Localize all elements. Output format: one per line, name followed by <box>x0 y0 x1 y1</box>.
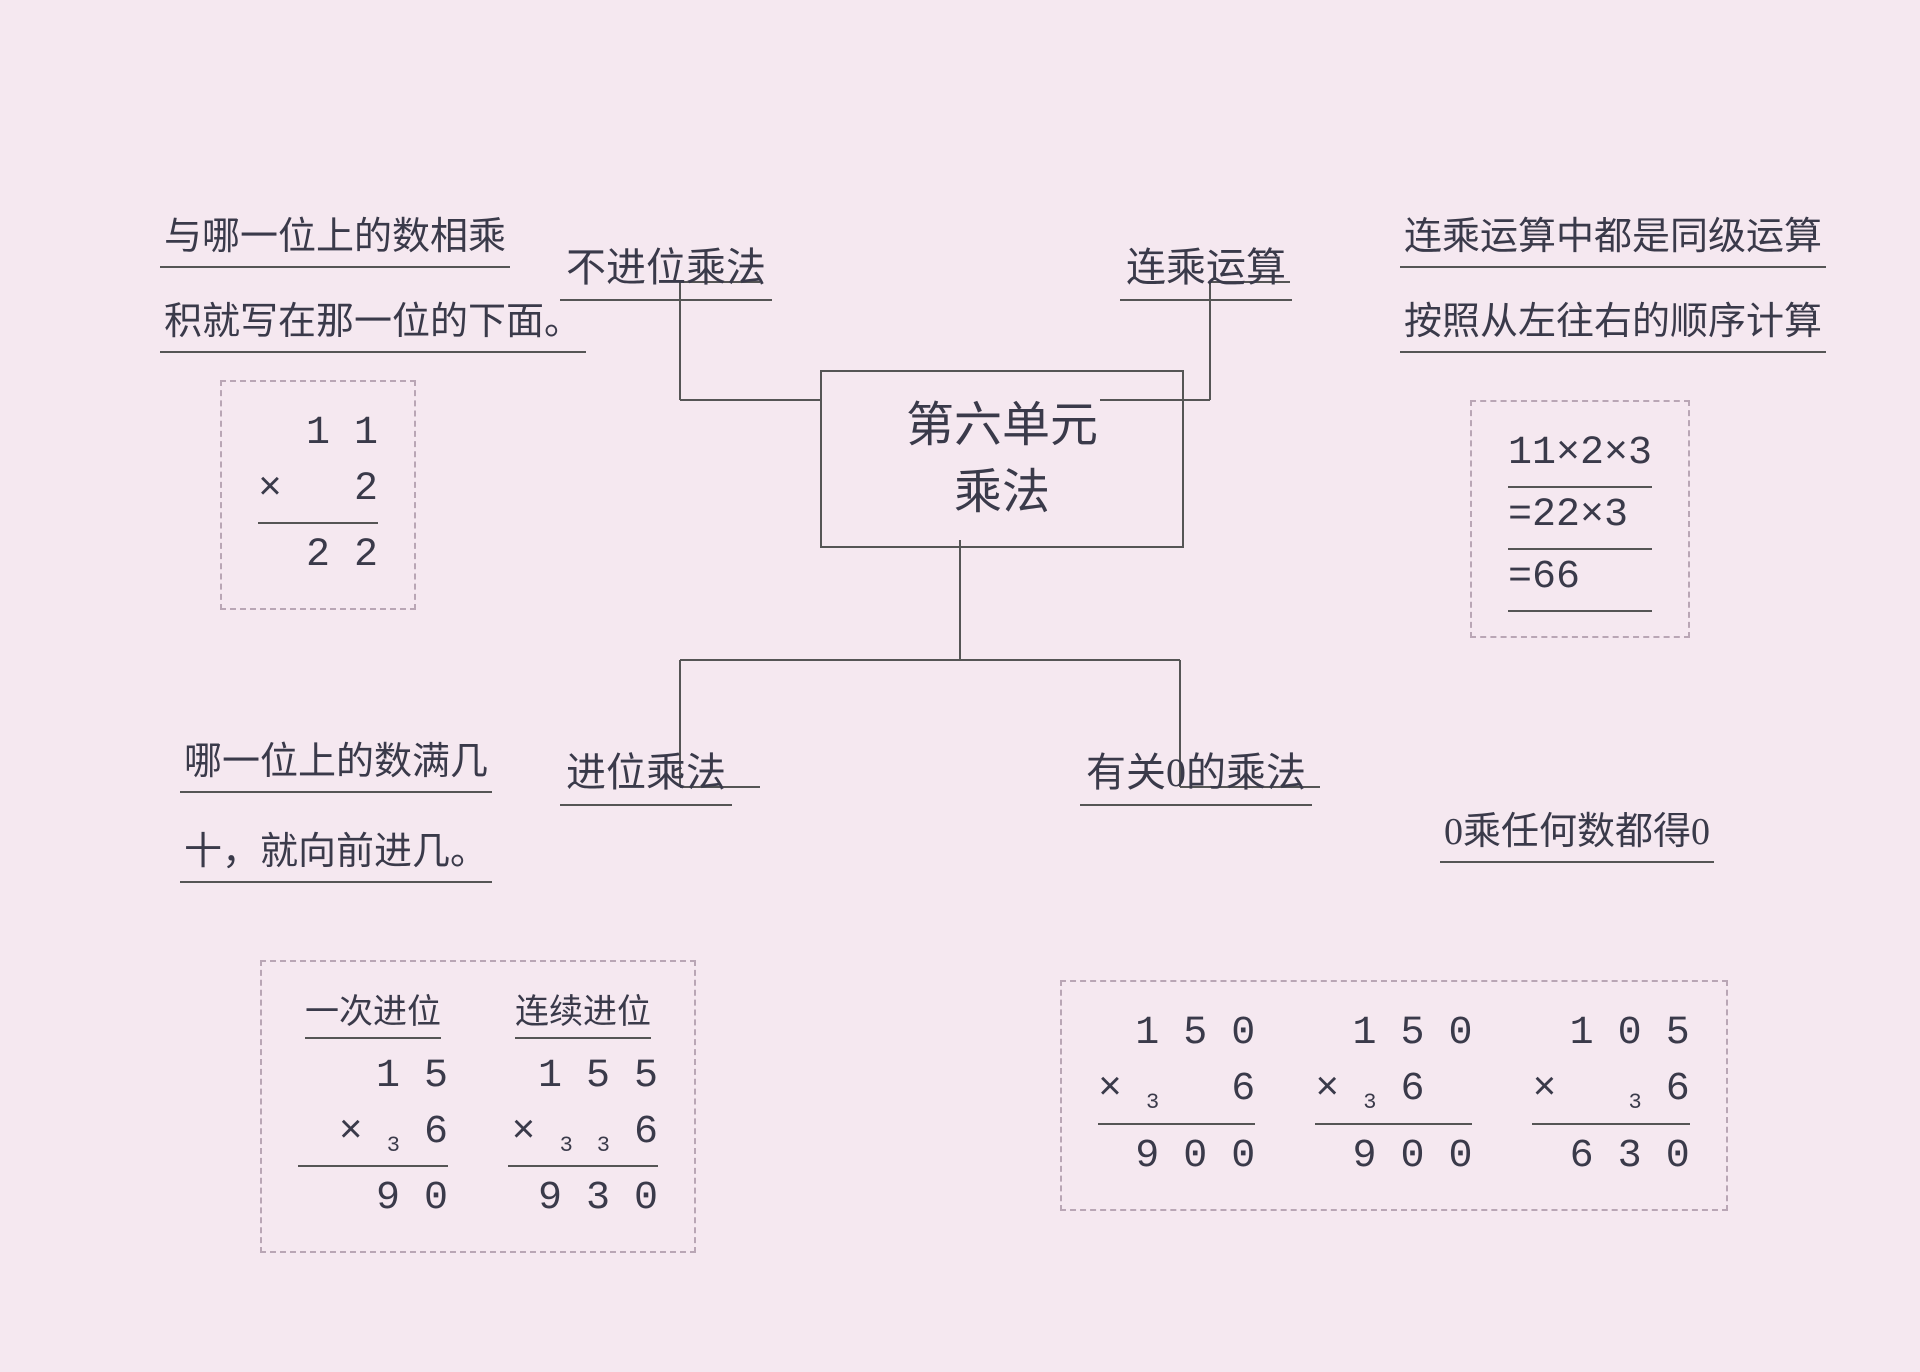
z3-r2: × 3 6 <box>1532 1062 1689 1119</box>
carry-once-title: 一次进位 <box>305 989 441 1039</box>
z1-r2: × 3 6 <box>1098 1062 1255 1119</box>
c2-r2: × 3 3 6 <box>508 1105 658 1162</box>
desc-tl-line2: 积就写在那一位的下面。 <box>160 290 586 353</box>
ex-tl-r3: 2 2 <box>258 528 378 584</box>
z2-r2: × 3 6 <box>1315 1062 1472 1119</box>
example-carry: 一次进位 1 5 × 3 6 9 0 连续进位 1 5 5 × 3 3 6 9 … <box>260 960 696 1253</box>
z1-rule <box>1098 1123 1255 1125</box>
branch-zero-mult: 有关0的乘法 <box>1080 740 1312 806</box>
z3-r3: 6 3 0 <box>1532 1129 1689 1185</box>
carry-digit: 3 <box>1628 1090 1641 1115</box>
carry-digit: 3 <box>560 1133 573 1158</box>
c1-r3: 9 0 <box>298 1171 448 1227</box>
desc-tr-line2: 按照从左往右的顺序计算 <box>1400 290 1826 353</box>
ex-tr-r3: =66 <box>1508 550 1652 612</box>
desc-br-line1: 0乘任何数都得0 <box>1440 800 1714 863</box>
desc-tl-line1: 与哪一位上的数相乘 <box>160 205 510 268</box>
example-zero-mult: 1 5 0 × 3 6 9 0 0 1 5 0 × 3 6 9 0 0 1 0 … <box>1060 980 1728 1211</box>
zero-col-1: 1 5 0 × 3 6 9 0 0 <box>1098 1006 1255 1185</box>
carry-digit: 3 <box>1146 1090 1159 1115</box>
branch-carry-mult: 进位乘法 <box>560 740 732 806</box>
branch-chain-mult: 连乘运算 <box>1120 235 1292 301</box>
z3-rule <box>1532 1123 1689 1125</box>
diagram-canvas: 第六单元 乘法 不进位乘法 连乘运算 进位乘法 有关0的乘法 与哪一位上的数相乘… <box>0 0 1920 1372</box>
carry-repeat-title: 连续进位 <box>515 989 651 1039</box>
c2-r1: 1 5 5 <box>508 1049 658 1105</box>
center-title-box: 第六单元 乘法 <box>820 370 1184 548</box>
carry-digit: 3 <box>1363 1090 1376 1115</box>
c2-rule <box>508 1165 658 1167</box>
desc-bl-line2: 十，就向前进几。 <box>180 820 492 883</box>
zero-col-2: 1 5 0 × 3 6 9 0 0 <box>1315 1006 1472 1185</box>
ex-tr-r2: =22×3 <box>1508 488 1652 550</box>
ex-tl-r2: × 2 <box>258 462 378 518</box>
ex-tr-r1: 11×2×3 <box>1508 426 1652 488</box>
z1-r3: 9 0 0 <box>1098 1129 1255 1185</box>
carry-digit: 3 <box>387 1133 400 1158</box>
example-no-carry: 1 1 × 2 2 2 <box>220 380 416 610</box>
center-line2: 乘法 <box>862 459 1142 526</box>
zero-col-3: 1 0 5 × 3 6 6 3 0 <box>1532 1006 1689 1185</box>
example-chain-mult: 11×2×3 =22×3 =66 <box>1470 400 1690 638</box>
z1-r1: 1 5 0 <box>1098 1006 1255 1062</box>
carry-col-repeat: 连续进位 1 5 5 × 3 3 6 9 3 0 <box>508 986 658 1227</box>
desc-tr-line1: 连乘运算中都是同级运算 <box>1400 205 1826 268</box>
c2-r3: 9 3 0 <box>508 1171 658 1227</box>
branch-no-carry-mult: 不进位乘法 <box>560 235 772 301</box>
z2-r3: 9 0 0 <box>1315 1129 1472 1185</box>
carry-digit: 3 <box>597 1133 610 1158</box>
ex-tl-r1: 1 1 <box>258 406 378 462</box>
z3-r1: 1 0 5 <box>1532 1006 1689 1062</box>
center-line1: 第六单元 <box>862 392 1142 459</box>
z2-rule <box>1315 1123 1472 1125</box>
ex-tl-rule <box>258 522 378 524</box>
desc-bl-line1: 哪一位上的数满几 <box>180 730 492 793</box>
c1-r2: × 3 6 <box>298 1105 448 1162</box>
carry-col-once: 一次进位 1 5 × 3 6 9 0 <box>298 986 448 1227</box>
c1-r1: 1 5 <box>298 1049 448 1105</box>
z2-r1: 1 5 0 <box>1315 1006 1472 1062</box>
c1-rule <box>298 1165 448 1167</box>
